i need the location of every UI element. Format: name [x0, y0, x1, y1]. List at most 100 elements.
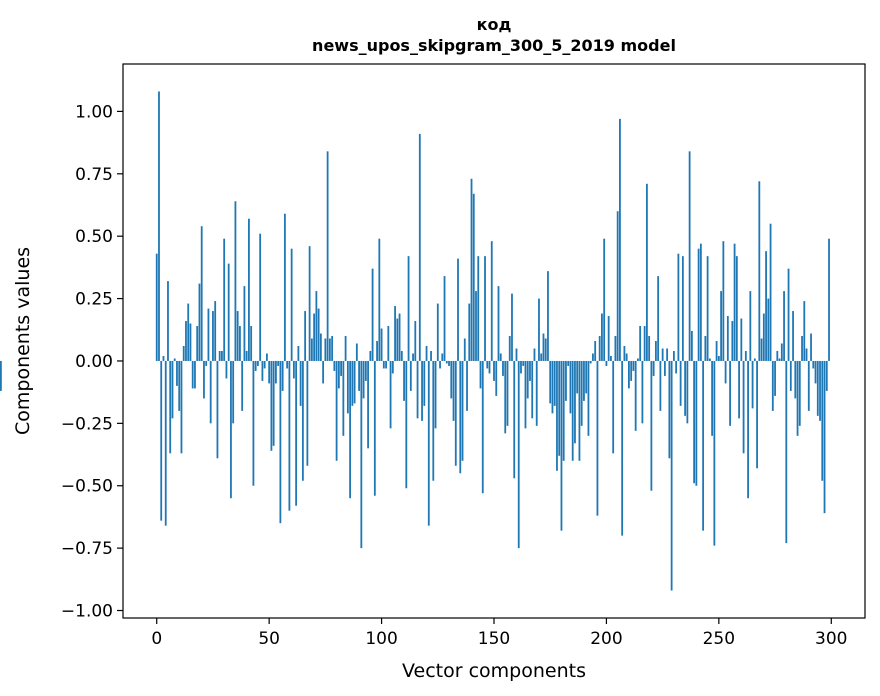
bar-157: [508, 336, 511, 361]
bar-23: [207, 308, 210, 361]
bar-169: [535, 360, 538, 426]
bar-31: [225, 360, 228, 379]
bar-118: [421, 360, 423, 421]
bar-135: [459, 360, 462, 474]
y-tick-label: −0.75: [61, 539, 113, 559]
bar-272: [767, 298, 770, 361]
bar-151: [495, 360, 498, 396]
bar-173: [544, 338, 547, 361]
bar-141: [472, 193, 475, 361]
bar-114: [412, 353, 414, 361]
bar-70: [313, 313, 316, 361]
bar-75: [324, 338, 327, 361]
bar-66: [304, 311, 307, 361]
bar-107: [396, 318, 399, 361]
bar-22: [205, 360, 208, 366]
bar-undefined: [0, 360, 2, 391]
bar-44: [254, 360, 257, 371]
bar-79: [333, 360, 336, 371]
bar-227: [666, 348, 669, 361]
bar-2: [160, 360, 163, 521]
bar-163: [522, 360, 525, 366]
bar-146: [484, 256, 486, 361]
bar-147: [486, 360, 489, 369]
bar-27: [216, 360, 219, 459]
bar-62: [295, 360, 298, 506]
bar-194: [592, 353, 594, 361]
bars-group: [0, 91, 830, 591]
bar-126: [439, 360, 441, 369]
chart-title-line-2: news_upos_skipgram_300_5_2019 model: [312, 36, 676, 55]
bar-14: [187, 303, 190, 361]
bar-278: [780, 343, 783, 361]
bar-152: [497, 286, 500, 361]
bar-161: [517, 360, 520, 549]
bar-225: [661, 348, 664, 361]
bar-271: [765, 251, 767, 361]
bar-260: [740, 318, 743, 361]
y-tick-label: 1.00: [75, 102, 113, 122]
bar-155: [504, 360, 507, 434]
bar-10: [178, 360, 181, 411]
bar-17: [194, 360, 196, 389]
bar-145: [481, 360, 484, 494]
bar-214: [637, 358, 639, 361]
bar-228: [668, 360, 671, 459]
bar-68: [308, 246, 311, 361]
bar-258: [735, 256, 738, 361]
bar-54: [277, 360, 280, 366]
bar-113: [409, 360, 412, 391]
bar-4: [164, 360, 167, 526]
bar-216: [641, 360, 644, 424]
bar-267: [756, 360, 758, 469]
bar-29: [221, 350, 223, 361]
bar-159: [513, 360, 516, 479]
bar-179: [558, 360, 561, 456]
bar-208: [623, 345, 626, 361]
bar-200: [605, 360, 608, 366]
bar-125: [436, 303, 439, 361]
bar-94: [367, 360, 369, 449]
bar-213: [634, 360, 637, 431]
bar-58: [286, 360, 289, 369]
bar-220: [650, 360, 653, 491]
bar-55: [279, 360, 282, 524]
bar-108: [398, 313, 401, 361]
bar-186: [574, 360, 576, 444]
y-tick-label: 0.50: [75, 227, 113, 247]
bar-156: [506, 360, 509, 426]
bar-139: [468, 303, 471, 361]
bar-289: [805, 348, 808, 361]
bar-5: [167, 281, 169, 361]
bar-96: [371, 268, 374, 361]
bar-73: [319, 333, 322, 361]
bar-21: [203, 360, 205, 399]
bar-46: [259, 233, 262, 361]
bar-165: [526, 360, 529, 399]
bar-246: [708, 358, 711, 361]
bar-211: [630, 360, 633, 381]
bar-41: [248, 218, 250, 361]
bar-249: [715, 341, 718, 361]
bar-67: [306, 360, 309, 466]
bar-72: [317, 308, 320, 361]
bar-259: [738, 360, 740, 419]
bar-132: [452, 360, 455, 421]
bar-144: [479, 360, 482, 389]
bar-105: [391, 360, 394, 374]
bar-143: [477, 256, 480, 361]
bar-174: [547, 271, 549, 361]
bar-92: [362, 360, 365, 399]
bar-296: [821, 360, 824, 481]
bar-221: [652, 360, 655, 376]
bar-83: [342, 360, 345, 436]
bar-222: [654, 341, 657, 361]
bar-232: [677, 253, 680, 361]
bar-36: [236, 311, 239, 361]
bar-262: [744, 350, 747, 361]
bar-283: [792, 311, 794, 361]
bar-188: [578, 360, 581, 461]
bar-136: [461, 360, 464, 461]
bar-218: [646, 183, 648, 361]
